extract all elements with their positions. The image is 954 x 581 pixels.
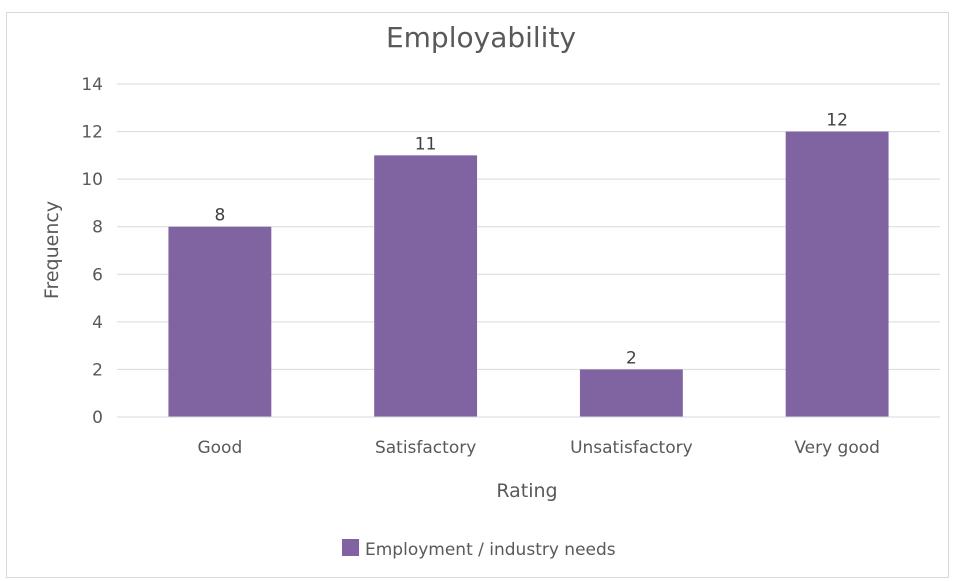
legend-label: Employment / industry needs — [365, 540, 616, 560]
legend: Employment / industry needs — [342, 539, 616, 560]
data-labels: 8 11 2 12 — [214, 111, 847, 369]
data-label: 12 — [826, 111, 848, 131]
y-tick-label: 14 — [81, 75, 103, 95]
y-tick-label: 2 — [92, 360, 103, 380]
y-axis-ticks: 0 2 4 6 8 10 12 14 — [81, 75, 103, 428]
x-tick-label: Unsatisfactory — [570, 438, 693, 458]
y-axis-title: Frequency — [41, 201, 63, 299]
data-label: 8 — [214, 206, 225, 226]
bars — [168, 131, 889, 418]
bar — [579, 369, 683, 417]
y-tick-label: 12 — [81, 123, 103, 143]
y-tick-label: 6 — [92, 265, 103, 285]
x-tick-label: Good — [197, 438, 242, 458]
y-tick-label: 8 — [92, 218, 103, 238]
x-axis-title: Rating — [496, 480, 557, 502]
data-label: 2 — [626, 348, 637, 368]
x-axis-ticks: Good Satisfactory Unsatisfactory Very good — [197, 438, 879, 458]
y-tick-label: 0 — [92, 408, 103, 428]
legend-swatch — [342, 539, 359, 556]
bar — [168, 226, 272, 417]
bar — [374, 155, 478, 417]
x-tick-label: Satisfactory — [375, 438, 476, 458]
y-tick-label: 10 — [81, 170, 103, 190]
bar — [785, 131, 889, 418]
data-label: 11 — [415, 134, 437, 154]
chart-title: Employability — [386, 21, 576, 54]
x-tick-label: Very good — [794, 438, 880, 458]
y-tick-label: 4 — [92, 313, 103, 333]
